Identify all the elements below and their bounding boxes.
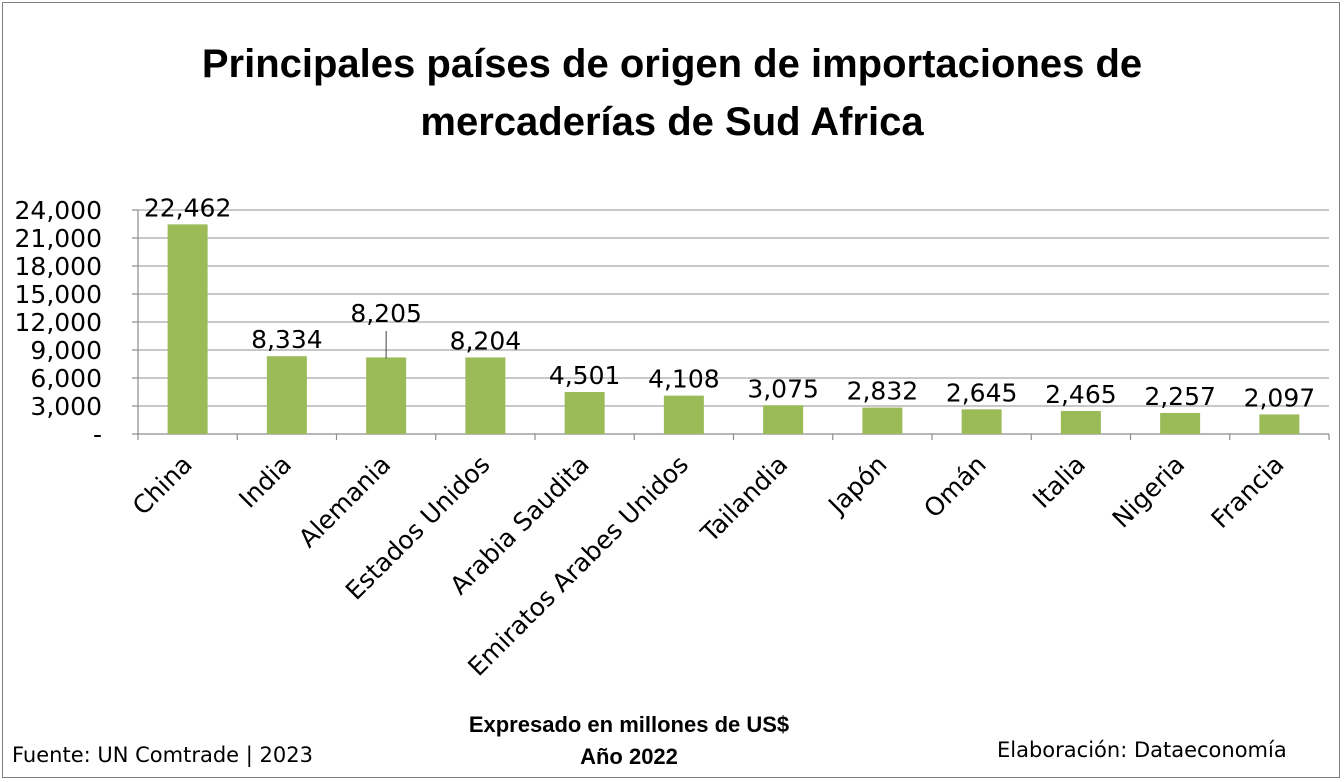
value-label-6: 3,075 bbox=[747, 374, 819, 403]
value-label-11: 2,097 bbox=[1244, 383, 1316, 412]
bar-tailandia bbox=[763, 405, 804, 434]
bar-china bbox=[167, 224, 208, 434]
category-label-0: China bbox=[127, 450, 198, 521]
bar-emiratos-arabes-unidos bbox=[663, 395, 704, 434]
chart-title-line-2: mercaderías de Sud Africa bbox=[420, 100, 924, 144]
bar-nigeria bbox=[1160, 412, 1201, 434]
chart-title-line-1: Principales países de origen de importac… bbox=[201, 42, 1143, 86]
bar-italia bbox=[1060, 410, 1101, 434]
bar-india bbox=[266, 356, 307, 434]
bar-jap-n bbox=[862, 407, 903, 434]
value-label-7: 2,832 bbox=[847, 377, 919, 406]
value-label-3: 8,204 bbox=[450, 326, 522, 355]
y-tick-label-5: 15,000 bbox=[15, 280, 102, 309]
bar-arabia-saudita bbox=[564, 391, 605, 434]
y-tick-label-8: 24,000 bbox=[15, 196, 102, 225]
y-tick-label-2: 6,000 bbox=[30, 364, 102, 393]
value-label-4: 4,501 bbox=[549, 361, 621, 390]
bar-alemania bbox=[366, 357, 407, 434]
value-label-5: 4,108 bbox=[648, 365, 720, 394]
x-axis-label-line-2: Año 2022 bbox=[580, 744, 678, 769]
value-label-2: 8,205 bbox=[350, 299, 422, 328]
category-label-7: Japón bbox=[821, 450, 892, 521]
category-label-11: Francia bbox=[1205, 450, 1289, 534]
y-tick-label-6: 18,000 bbox=[15, 252, 102, 281]
category-label-6: Tailandia bbox=[695, 450, 794, 549]
bar-francia bbox=[1259, 414, 1300, 434]
y-tick-label-7: 21,000 bbox=[15, 224, 102, 253]
value-label-9: 2,465 bbox=[1045, 380, 1117, 409]
bar-estados-unidos bbox=[465, 357, 506, 434]
y-tick-label-4: 12,000 bbox=[15, 308, 102, 337]
bar-om-n bbox=[961, 409, 1002, 434]
category-label-10: Nigeria bbox=[1107, 450, 1191, 534]
value-label-0: 22,462 bbox=[144, 193, 231, 222]
value-label-8: 2,645 bbox=[946, 378, 1018, 407]
source-note: Fuente: UN Comtrade | 2023 bbox=[12, 743, 313, 767]
category-label-2: Alemania bbox=[293, 450, 396, 553]
category-label-1: India bbox=[233, 450, 297, 514]
credit-note: Elaboración: Dataeconomía bbox=[997, 738, 1287, 762]
category-label-9: Italia bbox=[1027, 450, 1091, 514]
value-label-10: 2,257 bbox=[1144, 382, 1216, 411]
y-tick-label-1: 3,000 bbox=[30, 392, 102, 421]
category-label-8: Omán bbox=[918, 450, 992, 524]
value-label-1: 8,334 bbox=[251, 325, 323, 354]
x-axis-label-line-1: Expresado en millones de US$ bbox=[468, 712, 790, 737]
y-tick-label-3: 9,000 bbox=[30, 336, 102, 365]
y-tick-label-0: - bbox=[93, 420, 102, 449]
